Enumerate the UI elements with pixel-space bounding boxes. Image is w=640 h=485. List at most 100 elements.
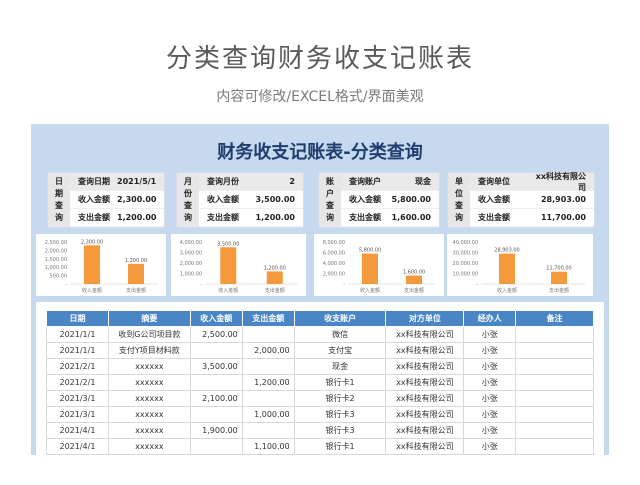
table-cell[interactable]: 1,100.00 <box>241 438 295 455</box>
table-cell[interactable]: 银行卡1 <box>293 438 387 455</box>
table-cell[interactable] <box>515 374 594 391</box>
table-cell[interactable] <box>189 406 243 423</box>
table-cell[interactable]: 小张 <box>463 438 517 455</box>
table-cell[interactable]: 支付宝 <box>293 342 387 359</box>
y-tick-label: - <box>200 282 202 288</box>
month-bar-chart: 4,000.00 3,000.00 2,000.00 1,000.00 - 3,500.0… <box>171 234 306 296</box>
table-cell[interactable] <box>189 342 243 359</box>
table-row[interactable]: 2021/3/1 xxxxxx 2,100.00 银行卡2 xx科技有限公司 小张 <box>46 390 594 407</box>
card-key: 支出金额 <box>78 213 110 222</box>
category-label: 收入金额 <box>82 287 102 294</box>
table-cell[interactable] <box>241 326 295 343</box>
table-cell[interactable]: xx科技有限公司 <box>385 406 465 423</box>
table-cell[interactable]: 2,000.00 <box>241 342 295 359</box>
y-tick-label: 20,000.00 <box>453 261 478 267</box>
table-cell[interactable]: 2021/3/1 <box>46 406 109 423</box>
chart-svg: 4,000.00 3,000.00 2,000.00 1,000.00 - 3,500.0… <box>180 240 298 294</box>
query-date-value[interactable]: 2021/5/1 <box>117 177 157 186</box>
table-cell[interactable]: xx科技有限公司 <box>385 326 465 343</box>
table-cell[interactable] <box>515 326 594 343</box>
table-cell[interactable]: 小张 <box>463 326 517 343</box>
query-account-value[interactable]: 现金 <box>415 177 431 186</box>
table-cell[interactable]: 3,500.00 <box>189 358 243 375</box>
y-tick-label: 40,000.00 <box>453 240 478 246</box>
table-cell[interactable] <box>515 390 594 407</box>
table-cell[interactable] <box>515 342 594 359</box>
category-label: 收入金额 <box>218 287 238 294</box>
table-cell[interactable]: 2,100.00 <box>189 390 243 407</box>
table-cell[interactable]: 2021/1/1 <box>46 326 109 343</box>
table-cell[interactable]: xx科技有限公司 <box>385 358 465 375</box>
card-key: 查询日期 <box>78 177 110 186</box>
table-row[interactable]: 2021/2/1 xxxxxx 1,200.00 银行卡1 xx科技有限公司 小张 <box>46 374 594 391</box>
y-tick-label: - <box>343 282 345 288</box>
table-cell[interactable]: 小张 <box>463 422 517 439</box>
table-cell[interactable] <box>241 422 295 439</box>
card-row: 支出金额 11,700.00 <box>470 209 594 227</box>
page-subtitle: 内容可修改/EXCEL格式/界面美观 <box>216 89 424 105</box>
table-cell[interactable]: xx科技有限公司 <box>385 422 465 439</box>
y-tick-label: 2,000.00 <box>45 248 67 254</box>
table-cell[interactable]: 2021/4/1 <box>46 438 109 455</box>
table-cell[interactable]: xxxxxx <box>107 422 191 439</box>
table-cell[interactable]: 现金 <box>293 358 387 375</box>
table-cell[interactable]: xx科技有限公司 <box>385 374 465 391</box>
table-cell[interactable]: 小张 <box>463 342 517 359</box>
table-cell[interactable] <box>515 406 594 423</box>
category-label: 收入金额 <box>360 287 380 294</box>
table-cell[interactable]: xxxxxx <box>107 358 191 375</box>
table-cell[interactable]: 银行卡1 <box>293 374 387 391</box>
card-value: 11,700.00 <box>540 213 586 222</box>
table-cell[interactable]: 银行卡3 <box>293 406 387 423</box>
card-value: 5,800.00 <box>391 195 431 204</box>
table-cell[interactable] <box>515 422 594 439</box>
table-cell[interactable]: xxxxxx <box>107 438 191 455</box>
table-cell[interactable]: 小张 <box>463 390 517 407</box>
table-cell[interactable]: xx科技有限公司 <box>385 342 465 359</box>
table-cell[interactable]: 微信 <box>293 326 387 343</box>
y-tick-label: 1,000.00 <box>180 272 202 278</box>
table-row[interactable]: 2021/1/1 收到G公司项目款 2,500.00 微信 xx科技有限公司 小张 <box>46 326 594 343</box>
table-row[interactable]: 2021/4/1 xxxxxx 1,100.00 银行卡1 xx科技有限公司 小张 <box>46 438 594 455</box>
table-cell[interactable]: 银行卡2 <box>293 390 387 407</box>
table-cell[interactable] <box>189 438 243 455</box>
table-cell[interactable]: 1,000.00 <box>241 406 295 423</box>
sheet-title: 财务收支记账表-分类查询 <box>217 142 423 163</box>
table-cell[interactable]: 支付Y项目材料款 <box>107 342 191 359</box>
table-cell[interactable]: 小张 <box>463 358 517 375</box>
data-label: 11,700.00 <box>546 266 571 272</box>
y-tick-label: 3,000.00 <box>180 251 202 257</box>
table-cell[interactable] <box>241 390 295 407</box>
account-bar-chart: 8,000.00 6,000.00 4,000.00 2,000.00 - 5,800.0… <box>314 234 444 296</box>
table-cell[interactable]: xxxxxx <box>107 406 191 423</box>
table-cell[interactable] <box>515 358 594 375</box>
query-unit-value[interactable]: xx科技有限公司 <box>535 171 586 192</box>
table-cell[interactable]: 2021/1/1 <box>46 342 109 359</box>
chart-svg: 8,000.00 6,000.00 4,000.00 2,000.00 - 5,800.0… <box>323 240 436 294</box>
table-cell[interactable]: xx科技有限公司 <box>385 390 465 407</box>
table-cell[interactable]: 小张 <box>463 406 517 423</box>
table-cell[interactable]: 收到G公司项目款 <box>107 326 191 343</box>
table-cell[interactable]: 银行卡3 <box>293 422 387 439</box>
query-month-value[interactable]: 2 <box>289 177 295 186</box>
y-tick-label: - <box>65 282 67 288</box>
table-cell[interactable]: 2,500.00 <box>189 326 243 343</box>
table-cell[interactable] <box>515 438 594 455</box>
table-cell[interactable]: xxxxxx <box>107 374 191 391</box>
table-cell[interactable]: 2021/2/1 <box>46 358 109 375</box>
table-row[interactable]: 2021/2/1 xxxxxx 3,500.00 现金 xx科技有限公司 小张 <box>46 358 594 375</box>
table-cell[interactable]: 2021/3/1 <box>46 390 109 407</box>
table-cell[interactable]: 1,900.00 <box>189 422 243 439</box>
table-cell[interactable] <box>241 358 295 375</box>
table-cell[interactable] <box>189 374 243 391</box>
table-cell[interactable]: xx科技有限公司 <box>385 438 465 455</box>
table-cell[interactable]: 小张 <box>463 374 517 391</box>
table-cell[interactable]: 2021/4/1 <box>46 422 109 439</box>
table-row[interactable]: 2021/1/1 支付Y项目材料款 2,000.00 支付宝 xx科技有限公司 小张 <box>46 342 594 359</box>
table-cell[interactable]: xxxxxx <box>107 390 191 407</box>
table-row[interactable]: 2021/4/1 xxxxxx 1,900.00 银行卡3 xx科技有限公司 小张 <box>46 422 594 439</box>
table-cell[interactable]: 2021/2/1 <box>46 374 109 391</box>
ledger-table: 日期 摘要 收入金额 支出金额 收支账户 对方单位 经办人 备注 2021/1/1 收到G公司项… <box>46 310 594 455</box>
table-row[interactable]: 2021/3/1 xxxxxx 1,000.00 银行卡3 xx科技有限公司 小张 <box>46 406 594 423</box>
table-cell[interactable]: 1,200.00 <box>241 374 295 391</box>
